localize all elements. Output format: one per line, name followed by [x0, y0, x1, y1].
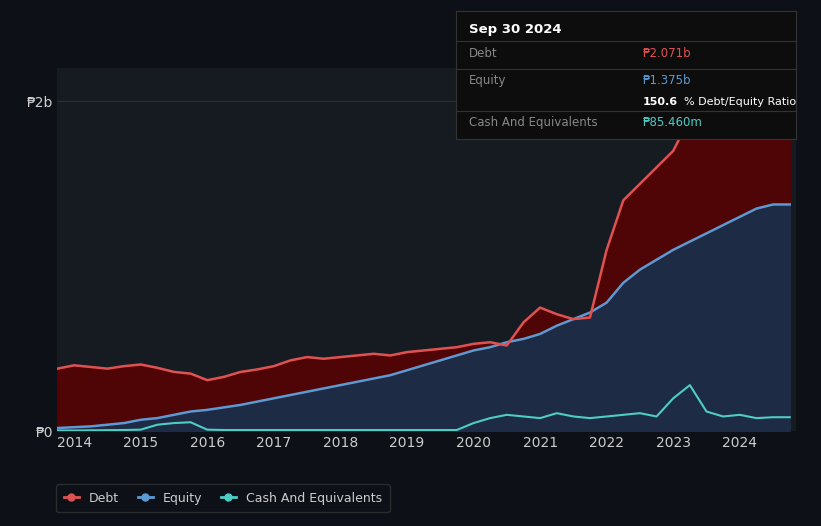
Legend: Debt, Equity, Cash And Equivalents: Debt, Equity, Cash And Equivalents: [57, 484, 390, 512]
Text: Equity: Equity: [470, 74, 507, 87]
Text: Cash And Equivalents: Cash And Equivalents: [470, 116, 598, 129]
Text: 150.6: 150.6: [643, 97, 678, 107]
Text: ₱1.375b: ₱1.375b: [643, 74, 691, 87]
Text: Debt: Debt: [470, 47, 498, 59]
Text: Sep 30 2024: Sep 30 2024: [470, 23, 562, 36]
Text: % Debt/Equity Ratio: % Debt/Equity Ratio: [684, 97, 796, 107]
Text: ₱85.460m: ₱85.460m: [643, 116, 703, 129]
Text: ₱2.071b: ₱2.071b: [643, 47, 691, 59]
